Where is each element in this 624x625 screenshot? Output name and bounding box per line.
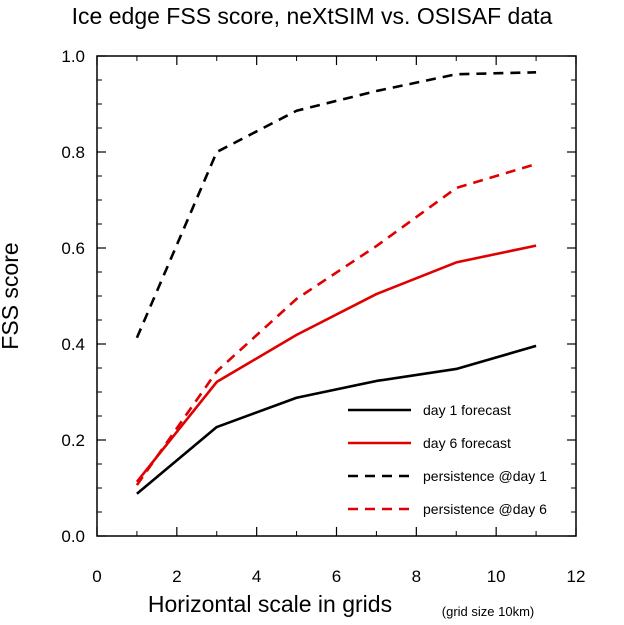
series-line-1 [136, 344, 537, 495]
x-tick-label: 6 [332, 567, 341, 586]
legend: day 1 forecast day 6 forecast persistence … [348, 402, 547, 517]
chart-title: Ice edge FSS score, neXtSIM vs. OSISAF d… [72, 3, 553, 29]
series-lines [135, 71, 537, 495]
x-axis-label: Horizontal scale in grids [148, 591, 392, 617]
y-tick-label: 0.0 [61, 527, 85, 546]
y-tick-label: 0.6 [61, 239, 85, 258]
legend-label: day 1 forecast [423, 402, 511, 418]
x-axis: 0 2 4 6 8 10 12 [92, 56, 585, 586]
x-tick-label: 4 [252, 567, 261, 586]
y-axis: 0.0 0.2 0.4 0.6 0.8 1.0 [61, 47, 576, 546]
y-axis-label: FSS score [0, 242, 23, 349]
x-tick-label: 10 [487, 567, 506, 586]
y-tick-label: 0.8 [61, 143, 85, 162]
x-tick-label: 0 [92, 567, 101, 586]
legend-label: day 6 forecast [423, 435, 511, 451]
legend-label: persistence @day 6 [423, 501, 547, 517]
y-tick-label: 1.0 [61, 47, 85, 66]
series-line-4 [135, 162, 537, 486]
x-tick-label: 12 [567, 567, 586, 586]
x-tick-label: 2 [172, 567, 181, 586]
series-line-3 [135, 71, 537, 339]
x-tick-label: 8 [412, 567, 421, 586]
y-tick-label: 0.4 [61, 335, 85, 354]
series-line-2 [135, 244, 537, 483]
legend-label: persistence @day 1 [423, 468, 547, 484]
x-axis-label-note: (grid size 10km) [442, 604, 534, 619]
y-tick-label: 0.2 [61, 431, 85, 450]
plot-frame [96, 55, 577, 537]
